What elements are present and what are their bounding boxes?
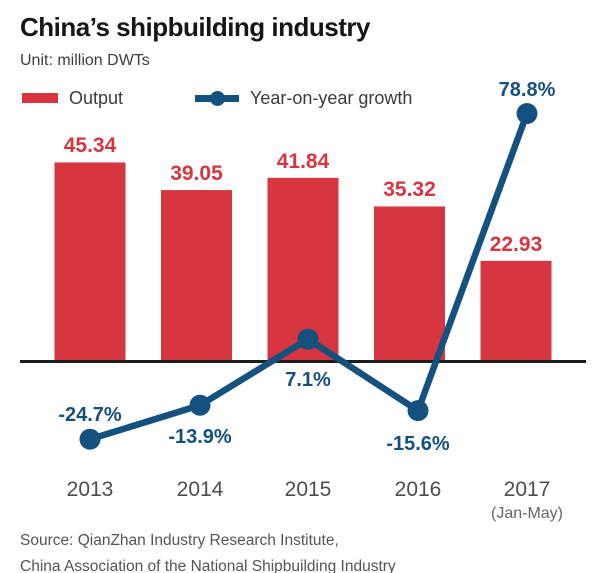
growth-point-2015 xyxy=(297,328,319,350)
legend-item-output: Output xyxy=(22,87,123,109)
output-bar-2016 xyxy=(374,206,445,362)
growth-point-2014 xyxy=(189,394,211,416)
legend-item-growth: Year-on-year growth xyxy=(195,87,412,109)
legend-label-growth: Year-on-year growth xyxy=(250,87,413,108)
growth-dot-icon xyxy=(209,90,225,106)
growth-point-2013 xyxy=(79,428,101,450)
growth-line-swatch-icon xyxy=(195,90,239,106)
growth-point-2017 xyxy=(516,103,538,125)
output-bar-2014 xyxy=(161,190,232,362)
output-bar-swatch-icon xyxy=(22,93,58,103)
legend-label-output: Output xyxy=(69,87,124,108)
unit-label: Unit: million DWTs xyxy=(20,52,150,69)
source-line-1: Source: QianZhan Industry Research Insti… xyxy=(20,532,339,549)
source-line-2: China Association of the National Shipbu… xyxy=(20,558,396,573)
chart-title: China’s shipbuilding industry xyxy=(20,12,370,42)
source-note: Source: QianZhan Industry Research Insti… xyxy=(20,528,396,573)
growth-point-2016 xyxy=(407,400,429,422)
output-bar-2013 xyxy=(54,162,126,362)
output-bar-2017 xyxy=(480,260,552,362)
